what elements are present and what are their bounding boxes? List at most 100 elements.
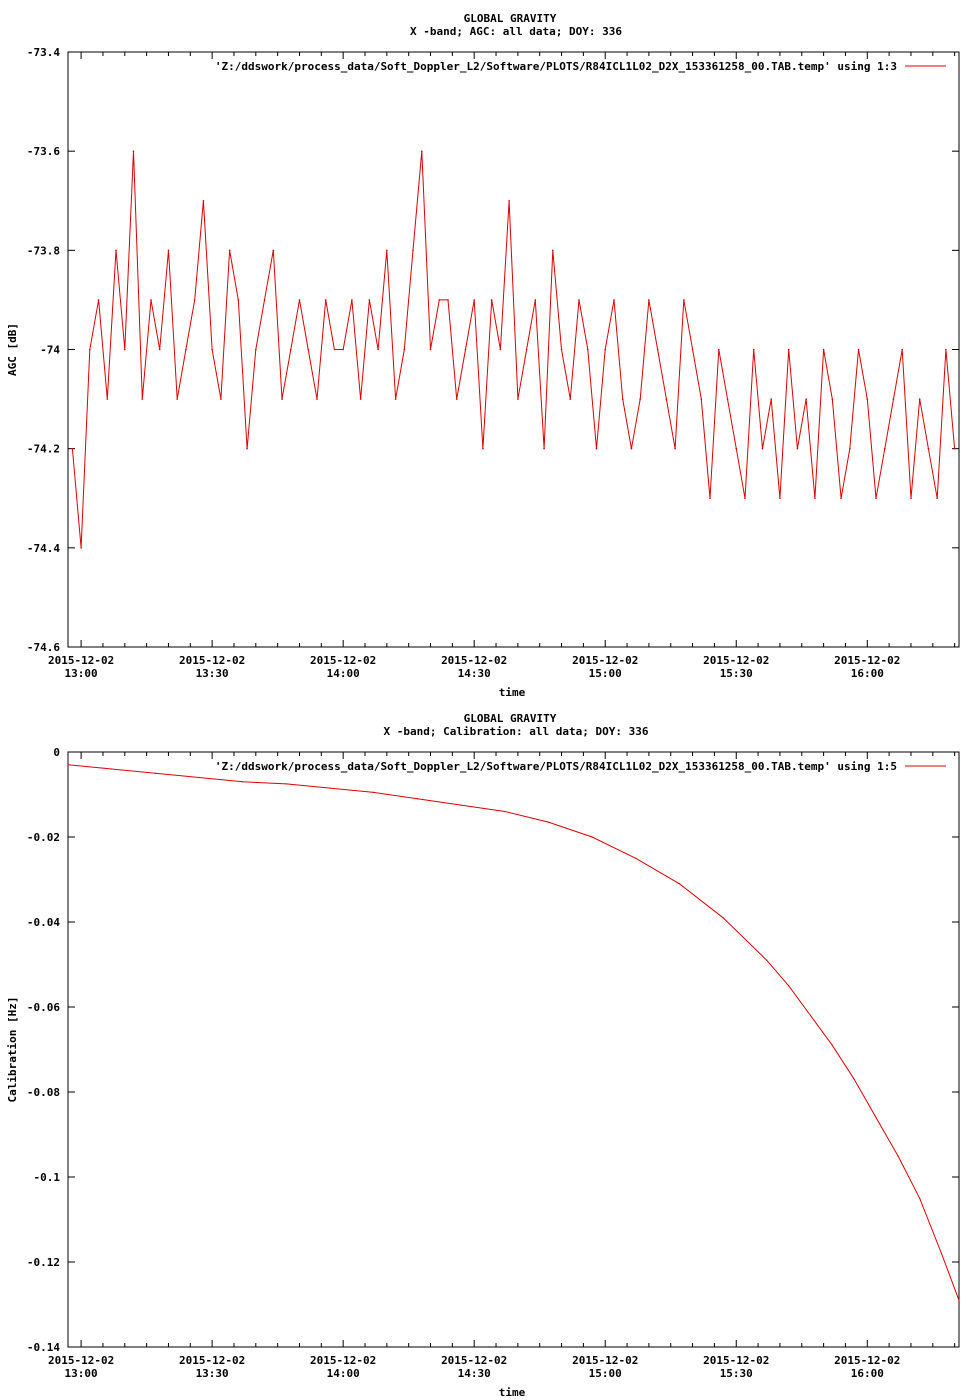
x-tick-time-label: 14:30 [458, 667, 491, 680]
calibration-data-point [111, 768, 113, 770]
agc-data-point [176, 398, 178, 400]
agc-data-point [220, 398, 222, 400]
y-tick-label: -0.14 [27, 1341, 60, 1354]
agc-data-point [595, 447, 598, 450]
y-tick-label: 0 [53, 746, 60, 759]
agc-data-point [158, 348, 161, 351]
x-tick-time-label: 15:00 [589, 1367, 622, 1380]
agc-data-point [289, 348, 292, 351]
x-tick-date-label: 2015-12-02 [48, 654, 114, 667]
agc-data-point [744, 497, 746, 500]
calibration-data-point [919, 1197, 921, 1199]
agc-data-point [89, 348, 91, 351]
x-axis-label: time [499, 1386, 526, 1399]
agc-data-point [814, 497, 816, 500]
calibration-data-point [897, 1155, 899, 1157]
agc-data-point [656, 348, 659, 351]
plot-frame [67, 51, 960, 648]
x-tick-date-label: 2015-12-02 [441, 654, 507, 667]
agc-data-point [150, 299, 152, 301]
agc-data-point [560, 348, 563, 351]
agc-data-point [770, 398, 772, 400]
x-tick-date-label: 2015-12-02 [703, 1354, 769, 1367]
agc-data-point [543, 447, 545, 450]
x-tick-date-label: 2015-12-02 [572, 654, 638, 667]
agc-data-point [822, 348, 825, 351]
x-tick-time-label: 15:30 [720, 1367, 753, 1380]
agc-data-point [586, 348, 589, 351]
agc-data-point [141, 398, 144, 400]
agc-data-point [115, 249, 117, 252]
agc-data-point [255, 348, 257, 351]
agc-chart: -73.4-73.6-73.8-74-74.2-74.4-74.62015-12… [6, 12, 960, 699]
x-tick-time-label: 15:00 [589, 667, 622, 680]
agc-data-point [630, 447, 633, 450]
agc-data-point [901, 348, 904, 351]
x-tick-time-label: 13:30 [196, 1367, 229, 1380]
y-axis-label: Calibration [Hz] [6, 997, 19, 1103]
agc-data-point [167, 249, 170, 252]
calibration-data-point [460, 804, 462, 806]
y-tick-label: -0.08 [27, 1086, 60, 1099]
legend-label: 'Z:/ddswork/process_data/Soft_Doppler_L2… [215, 760, 897, 773]
calibration-data-point [853, 1078, 855, 1080]
agc-data-point [517, 398, 519, 400]
calibration-data-point [788, 985, 790, 987]
x-tick-time-label: 14:00 [327, 1367, 360, 1380]
agc-data-point [779, 497, 781, 500]
agc-data-point [648, 299, 650, 301]
calibration-data-point [373, 791, 375, 793]
agc-data-point [80, 547, 82, 549]
y-tick-label: -74.2 [27, 443, 60, 456]
agc-data-point [805, 398, 807, 400]
agc-data-point [386, 249, 388, 252]
calibration-series-line [67, 764, 960, 1301]
calibration-data-point [875, 1116, 877, 1119]
agc-data-point [211, 348, 213, 351]
agc-data-point [482, 447, 484, 450]
agc-data-point [490, 299, 493, 301]
x-tick-time-label: 16:00 [851, 1367, 884, 1380]
x-tick-time-label: 14:00 [327, 667, 360, 680]
agc-data-point [892, 398, 895, 400]
agc-data-point [228, 249, 231, 252]
agc-data-point [857, 348, 860, 351]
legend-label: 'Z:/ddswork/process_data/Soft_Doppler_L2… [215, 60, 897, 73]
agc-data-point [621, 398, 624, 400]
y-tick-label: -73.8 [27, 244, 60, 257]
agc-data-point [953, 447, 956, 450]
calibration-data-point [809, 1014, 812, 1017]
agc-data-point [298, 299, 301, 301]
agc-data-point [403, 348, 406, 351]
agc-data-point [927, 447, 930, 450]
agc-data-point [412, 249, 414, 252]
agc-data-point [761, 447, 764, 450]
calibration-data-point [67, 764, 69, 766]
agc-data-point [918, 398, 921, 400]
agc-data-point [97, 299, 100, 301]
calibration-data-point [242, 781, 244, 783]
y-tick-label: -0.04 [27, 916, 60, 929]
agc-data-point [307, 348, 310, 351]
agc-data-point [674, 447, 676, 450]
agc-data-point [394, 398, 397, 400]
agc-data-point [691, 348, 694, 351]
agc-series-line [71, 151, 956, 548]
agc-data-point [613, 299, 615, 301]
agc-data-point [316, 398, 318, 400]
agc-data-point [420, 150, 423, 152]
x-tick-date-label: 2015-12-02 [703, 654, 769, 667]
x-tick-time-label: 13:00 [65, 667, 98, 680]
calibration-data-point [635, 857, 637, 859]
calibration-data-point [154, 772, 156, 774]
x-tick-time-label: 15:30 [720, 667, 753, 680]
agc-data-point [796, 447, 799, 450]
agc-data-point [717, 348, 720, 351]
agc-data-point [936, 497, 938, 500]
agc-data-point [237, 299, 240, 301]
y-tick-label: -0.1 [34, 1171, 61, 1184]
y-tick-label: -74.4 [27, 542, 60, 555]
y-tick-label: -73.6 [27, 145, 60, 158]
x-tick-time-label: 13:00 [65, 1367, 98, 1380]
agc-data-point [752, 348, 755, 351]
